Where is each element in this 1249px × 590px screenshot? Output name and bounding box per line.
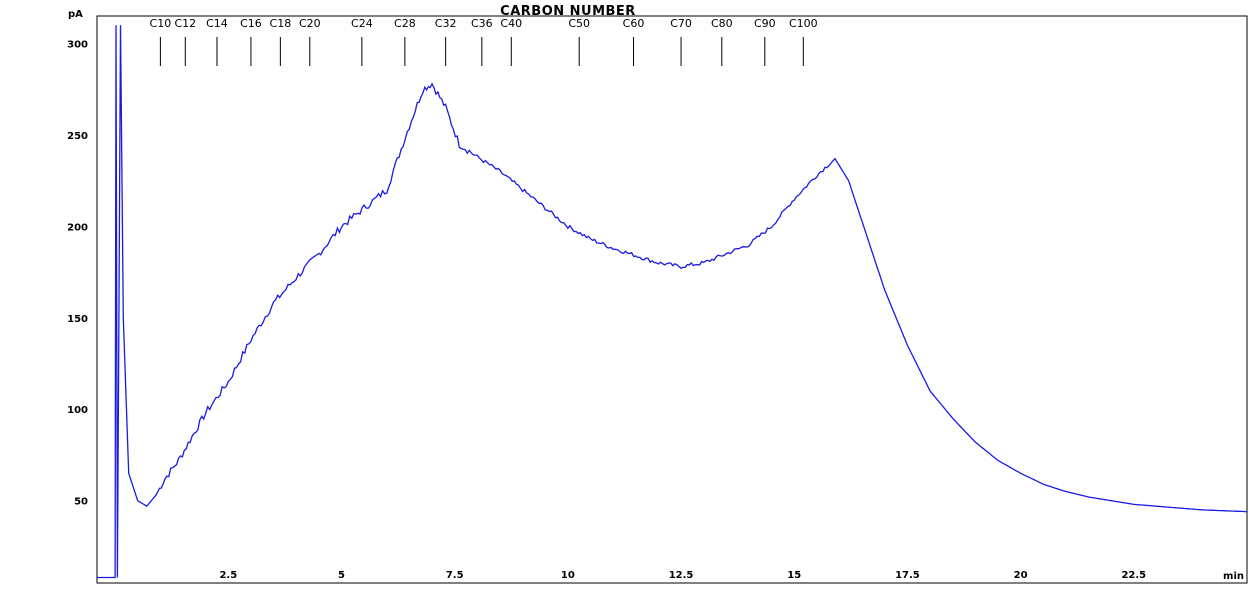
y-tick-label: 300 — [67, 39, 88, 50]
carbon-marker-label: C100 — [789, 17, 818, 30]
chart-title: CARBON NUMBER — [500, 4, 636, 19]
y-tick-label: 150 — [67, 314, 88, 325]
carbon-marker-label: C16 — [240, 17, 262, 30]
carbon-marker-label: C18 — [270, 17, 292, 30]
carbon-marker-label: C90 — [754, 17, 776, 30]
carbon-marker-label: C80 — [711, 17, 733, 30]
x-tick-label: 17.5 — [895, 570, 920, 581]
carbon-marker-label: C32 — [435, 17, 457, 30]
carbon-marker-label: C24 — [351, 17, 373, 30]
x-tick-label: 2.5 — [219, 570, 237, 581]
carbon-marker-label: C36 — [471, 17, 493, 30]
x-tick-label: 12.5 — [669, 570, 694, 581]
y-tick-label: 100 — [67, 405, 88, 416]
carbon-marker-label: C40 — [500, 17, 522, 30]
carbon-marker-label: C20 — [299, 17, 321, 30]
y-tick-label: 50 — [74, 497, 88, 508]
carbon-marker-label: C60 — [623, 17, 645, 30]
x-tick-label: 5 — [338, 570, 345, 581]
carbon-marker-label: C50 — [568, 17, 590, 30]
chromatogram-line — [97, 25, 1248, 579]
x-axis-ticks: 2.5 5 7.5 10 12.5 15 17.5 20 22.5 — [219, 570, 1146, 581]
carbon-marker-label: C70 — [670, 17, 692, 30]
carbon-marker-label: C10 — [150, 17, 172, 30]
y-axis-label: pA — [68, 9, 83, 20]
x-tick-label: 10 — [561, 570, 575, 581]
plot-frame — [96, 15, 1248, 584]
x-axis-label: min — [1223, 571, 1244, 582]
carbon-number-markers: C10 C12 C14 C16 C18 C20 C24 C28 C32 C36 C40 C50 C60 C… — [150, 17, 818, 66]
y-tick-label: 250 — [67, 131, 88, 142]
y-axis-ticks: 50 100 150 200 250 300 — [67, 39, 88, 507]
x-tick-label: 22.5 — [1121, 570, 1146, 581]
y-tick-label: 200 — [67, 222, 88, 233]
carbon-marker-label: C12 — [174, 17, 196, 30]
x-tick-label: 7.5 — [446, 570, 464, 581]
carbon-marker-label: C28 — [394, 17, 416, 30]
carbon-marker-label: C14 — [206, 17, 228, 30]
x-tick-label: 20 — [1014, 570, 1028, 581]
x-tick-label: 15 — [787, 570, 801, 581]
